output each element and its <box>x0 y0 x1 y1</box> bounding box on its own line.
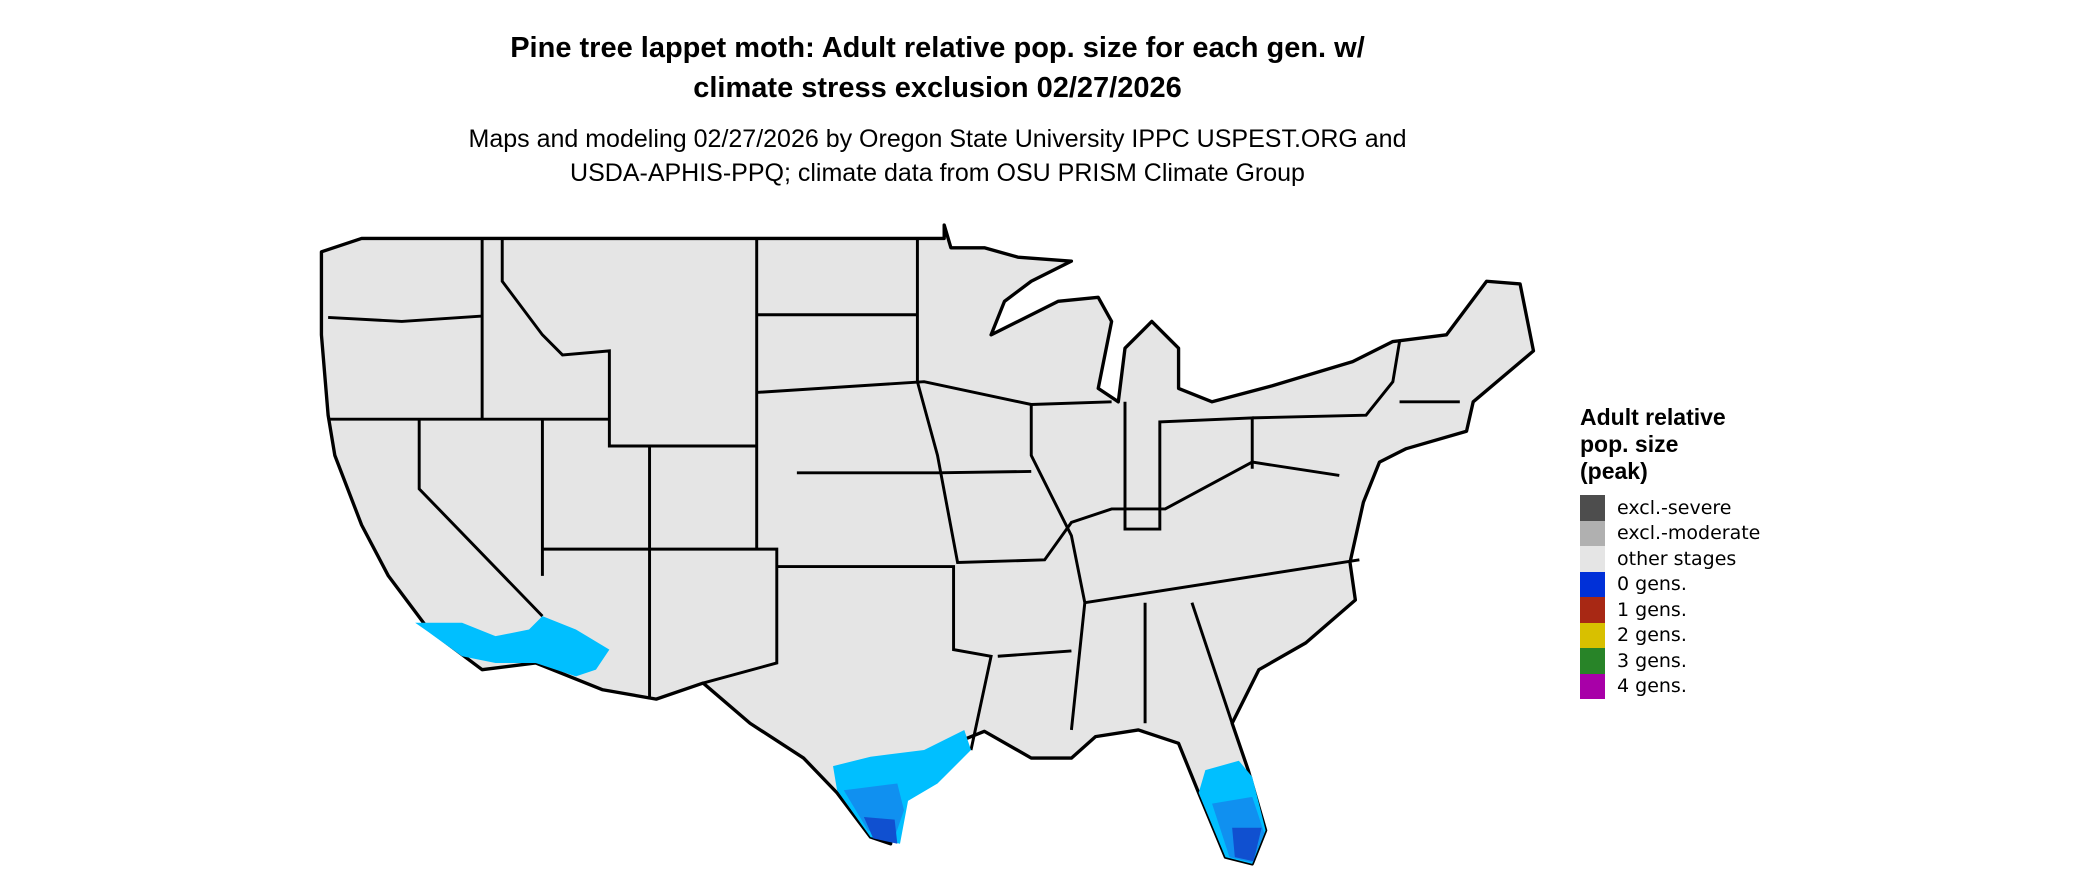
map-subtitle: Maps and modeling 02/27/2026 by Oregon S… <box>0 122 1875 190</box>
state-borders <box>328 238 1460 751</box>
socal-pop-zone <box>415 616 610 677</box>
population-zones <box>415 616 1266 864</box>
south-texas-dark-zone <box>863 816 898 844</box>
legend-label: excl.-moderate <box>1617 522 1761 545</box>
legend: Adult relative pop. size (peak) excl.-se… <box>1580 404 1760 699</box>
subtitle-line-1: Maps and modeling 02/27/2026 by Oregon S… <box>468 125 1407 153</box>
legend-swatch <box>1580 495 1605 521</box>
legend-label: 1 gens. <box>1617 598 1687 621</box>
title-line-2: climate stress exclusion 02/27/2026 <box>693 72 1182 104</box>
legend-swatch <box>1580 520 1605 546</box>
legend-label: 2 gens. <box>1617 624 1687 647</box>
legend-swatch <box>1580 571 1605 597</box>
legend-item: excl.-moderate <box>1580 520 1761 546</box>
legend-swatch <box>1580 648 1605 674</box>
legend-label: other stages <box>1617 547 1737 570</box>
florida-dark-zone <box>1232 827 1262 862</box>
legend-title-line: pop. size <box>1580 431 1679 457</box>
legend-title-line: Adult relative <box>1580 404 1726 430</box>
legend-item: 0 gens. <box>1580 571 1760 597</box>
legend-item: 4 gens. <box>1580 673 1760 699</box>
legend-item: other stages <box>1580 546 1760 572</box>
legend-label: 0 gens. <box>1617 573 1687 596</box>
subtitle-line-2: USDA-APHIS-PPQ; climate data from OSU PR… <box>570 159 1305 187</box>
legend-item: 2 gens. <box>1580 622 1760 648</box>
legend-title: Adult relative pop. size (peak) <box>1580 404 1760 485</box>
legend-swatch <box>1580 673 1605 699</box>
legend-title-line: (peak) <box>1580 458 1648 484</box>
legend-label: 4 gens. <box>1617 675 1687 698</box>
map-title: Pine tree lappet moth: Adult relative po… <box>0 28 1875 108</box>
legend-item: excl.-severe <box>1580 495 1760 521</box>
legend-item: 3 gens. <box>1580 648 1760 674</box>
title-line-1: Pine tree lappet moth: Adult relative po… <box>510 32 1365 64</box>
legend-swatch <box>1580 546 1605 572</box>
legend-item: 1 gens. <box>1580 597 1760 623</box>
legend-swatch <box>1580 597 1605 623</box>
legend-label: 3 gens. <box>1617 649 1687 672</box>
legend-label: excl.-severe <box>1617 496 1732 519</box>
legend-swatch <box>1580 622 1605 648</box>
